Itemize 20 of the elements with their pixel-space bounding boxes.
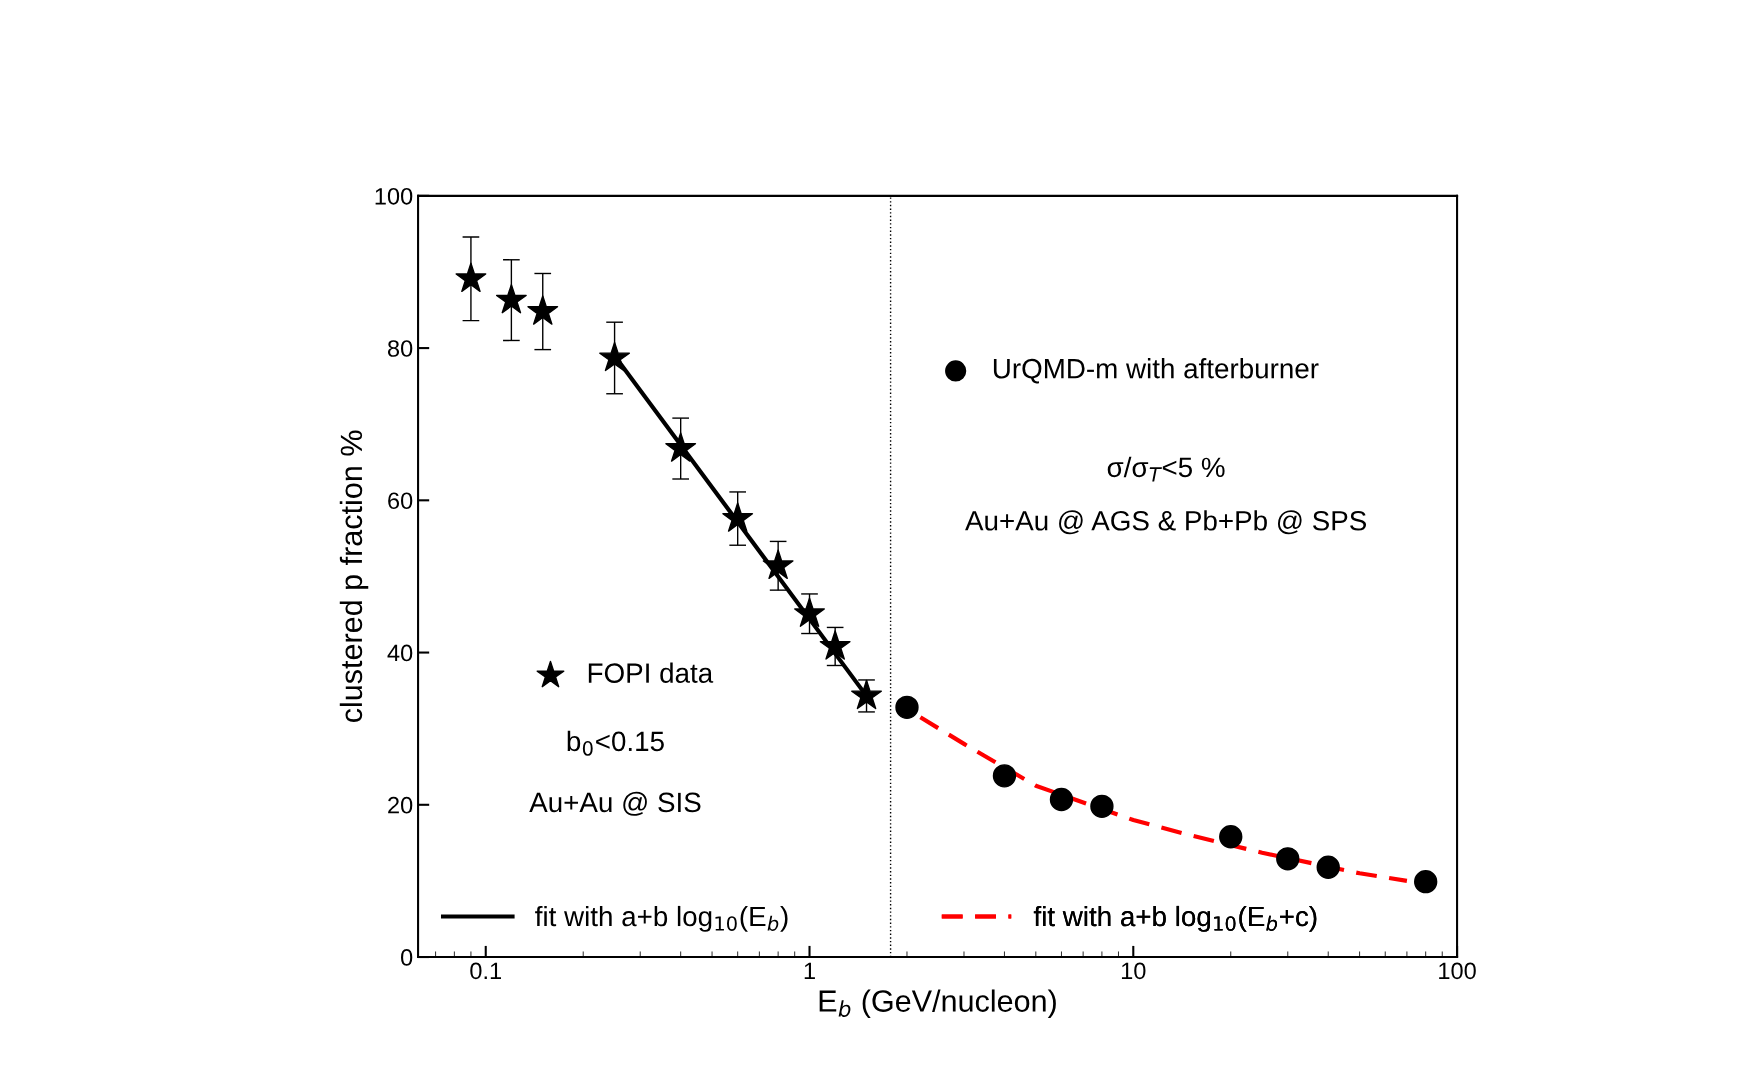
legend-label: UrQMD-m with afterburner: [993, 358, 1319, 384]
x-axis-title: E$_{b}$ (GeV/nucleon): [819, 989, 1056, 1018]
x-tick-label: 10: [1121, 962, 1146, 980]
annotation: b$_{0}$<0.15: [567, 730, 664, 756]
y-tick-label: 20: [388, 796, 413, 814]
y-tick-label: 0: [401, 949, 413, 966]
y-tick-label: 40: [387, 644, 413, 662]
annotation: Au+Au @ SIS: [529, 791, 701, 816]
y-axis-title: clustered p fraction %: [339, 430, 369, 723]
legend-label: fit with a+b log$_{10}$(E$_{b}$+c): [1033, 905, 1317, 932]
x-tick-label: 1: [804, 962, 815, 979]
annotation: σ/σ$_{T}$<5 %: [1107, 456, 1225, 482]
legend-label: FOPI data: [588, 662, 714, 683]
y-tick-label: 60: [388, 492, 413, 510]
annotation: Au+Au @ AGS & Pb+Pb @ SPS: [965, 510, 1367, 535]
legend-label: fit with a+b log$_{10}$(E$_{b}$): [535, 905, 788, 932]
x-tick-label: 100: [1439, 962, 1476, 980]
x-tick-label: 0.1: [470, 962, 501, 980]
y-tick-label: 100: [375, 187, 413, 205]
y-tick-label: 80: [387, 340, 413, 357]
